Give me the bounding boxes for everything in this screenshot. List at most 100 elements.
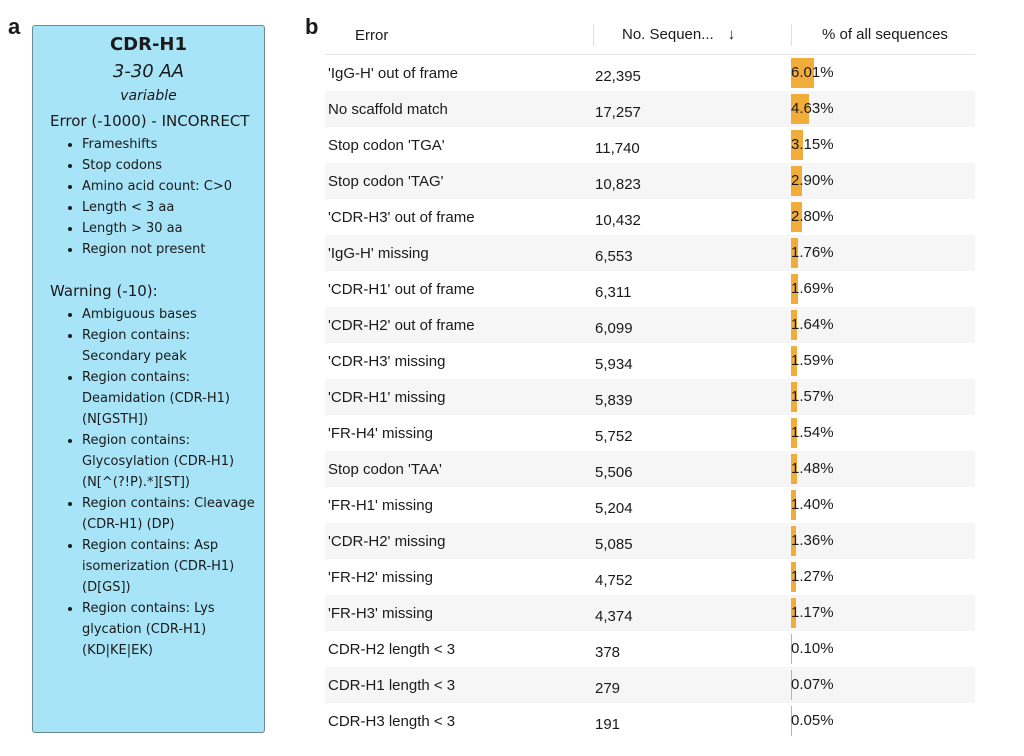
- table-row[interactable]: No scaffold match 17,257 4.63%: [325, 91, 975, 127]
- table-row[interactable]: 'FR-H1' missing 5,204 1.40%: [325, 487, 975, 523]
- percent-cell: 1.54%: [791, 415, 975, 451]
- error-cell: 'CDR-H3' missing: [328, 352, 446, 370]
- table-row[interactable]: 'IgG-H' out of frame 22,395 6.01%: [325, 55, 975, 91]
- count-cell: 6,553: [595, 247, 633, 265]
- percent-cell: 1.48%: [791, 451, 975, 487]
- count-cell: 11,740: [595, 139, 640, 157]
- count-cell: 191: [595, 715, 621, 733]
- percent-label: 1.69%: [791, 280, 834, 297]
- percent-bar: [791, 562, 796, 592]
- percent-label: 4.63%: [791, 100, 834, 117]
- error-cell: 'CDR-H3' out of frame: [328, 208, 475, 226]
- region-type: variable: [120, 88, 177, 104]
- count-cell: 22,395: [595, 67, 641, 85]
- count-cell: 6,311: [595, 283, 632, 301]
- table-row[interactable]: 'FR-H3' missing 4,374 1.17%: [325, 595, 975, 631]
- percent-bar: [791, 346, 798, 376]
- count-cell: 10,432: [595, 211, 641, 229]
- percent-label: 2.80%: [791, 208, 834, 225]
- table-row[interactable]: 'CDR-H3' missing 5,934 1.59%: [325, 343, 975, 379]
- table-row[interactable]: Stop codon 'TAA' 5,506 1.48%: [325, 451, 975, 487]
- error-cell: Stop codon 'TAG': [328, 172, 444, 190]
- table-row[interactable]: 'CDR-H1' out of frame 6,311 1.69%: [325, 271, 975, 307]
- percent-label: 1.36%: [791, 532, 834, 549]
- error-cell: Stop codon 'TAA': [328, 460, 442, 478]
- column-header-count-label: No. Sequen...: [622, 26, 714, 43]
- percent-cell: 4.63%: [791, 91, 975, 127]
- table-row[interactable]: 'CDR-H2' out of frame 6,099 1.64%: [325, 307, 975, 343]
- panel-letter-b: b: [305, 14, 319, 39]
- error-cell: 'IgG-H' out of frame: [328, 64, 458, 82]
- error-cell: 'FR-H2' missing: [328, 568, 433, 586]
- percent-cell: 1.76%: [791, 235, 975, 271]
- table-row[interactable]: 'IgG-H' missing 6,553 1.76%: [325, 235, 975, 271]
- percent-cell: 1.64%: [791, 307, 975, 343]
- table-row[interactable]: Stop codon 'TAG' 10,823 2.90%: [325, 163, 975, 199]
- error-rule-item: Length > 30 aa: [82, 218, 264, 239]
- table-row[interactable]: 'CDR-H2' missing 5,085 1.36%: [325, 523, 975, 559]
- percent-bar: [791, 670, 792, 700]
- percent-label: 6.01%: [791, 64, 834, 81]
- count-cell: 378: [595, 643, 621, 661]
- percent-label: 1.40%: [791, 496, 834, 513]
- percent-label: 1.48%: [791, 460, 834, 477]
- percent-bar: [791, 274, 798, 304]
- percent-cell: 6.01%: [791, 55, 975, 91]
- error-cell: 'FR-H3' missing: [328, 604, 433, 622]
- region-length-range: 3-30 AA: [112, 61, 185, 82]
- table-row[interactable]: 'FR-H2' missing 4,752 1.27%: [325, 559, 975, 595]
- percent-bar: [791, 58, 815, 88]
- warning-rule-item: Region contains: Cleavage (CDR-H1) (DP): [82, 493, 264, 535]
- percent-cell: 1.40%: [791, 487, 975, 523]
- percent-cell: 1.57%: [791, 379, 975, 415]
- warning-rule-item: Region contains: Secondary peak: [82, 325, 264, 367]
- table-row[interactable]: CDR-H1 length < 3 279 0.07%: [325, 667, 975, 703]
- percent-bar: [791, 310, 798, 340]
- warning-rule-item: Region contains: Asp isomerization (CDR-…: [82, 535, 264, 598]
- percent-bar: [791, 634, 792, 664]
- error-cell: 'CDR-H1' missing: [328, 388, 446, 406]
- percent-cell: 1.17%: [791, 595, 975, 631]
- count-cell: 5,752: [595, 427, 633, 445]
- percent-cell: 1.69%: [791, 271, 975, 307]
- percent-label: 0.07%: [791, 676, 834, 693]
- warning-rule-item: Region contains: Glycosylation (CDR-H1) …: [82, 430, 264, 493]
- column-header-count[interactable]: No. Sequen... ↓: [593, 24, 791, 46]
- table-row[interactable]: 'CDR-H3' out of frame 10,432 2.80%: [325, 199, 975, 235]
- percent-bar: [791, 202, 802, 232]
- percent-cell: 1.27%: [791, 559, 975, 595]
- region-title: CDR-H1: [109, 34, 188, 55]
- region-rules-card: CDR-H1 3-30 AA variable Error (-1000) - …: [32, 25, 265, 733]
- count-cell: 5,506: [595, 463, 633, 481]
- count-cell: 17,257: [595, 103, 641, 121]
- percent-cell: 0.07%: [791, 667, 975, 703]
- error-rule-item: Region not present: [82, 239, 264, 260]
- percent-bar: [791, 94, 810, 124]
- error-cell: 'CDR-H2' out of frame: [328, 316, 475, 334]
- percent-label: 1.57%: [791, 388, 834, 405]
- table-row[interactable]: Stop codon 'TGA' 11,740 3.15%: [325, 127, 975, 163]
- table-row[interactable]: 'CDR-H1' missing 5,839 1.57%: [325, 379, 975, 415]
- column-header-percent[interactable]: % of all sequences: [791, 24, 975, 46]
- percent-label: 0.10%: [791, 640, 834, 657]
- table-row[interactable]: CDR-H2 length < 3 378 0.10%: [325, 631, 975, 667]
- percent-cell: 2.80%: [791, 199, 975, 235]
- error-heading: Error (-1000) - INCORRECT: [50, 112, 250, 130]
- column-header-error[interactable]: Error: [355, 26, 389, 44]
- percent-cell: 1.59%: [791, 343, 975, 379]
- warning-rule-item: Region contains: Deamidation (CDR-H1) (N…: [82, 367, 264, 430]
- count-cell: 5,085: [595, 535, 633, 553]
- table-header: Error No. Sequen... ↓ % of all sequences: [325, 16, 975, 55]
- table-row[interactable]: 'FR-H4' missing 5,752 1.54%: [325, 415, 975, 451]
- sort-descending-icon[interactable]: ↓: [727, 26, 736, 43]
- error-rule-item: Amino acid count: C>0: [82, 176, 264, 197]
- percent-cell: 1.36%: [791, 523, 975, 559]
- error-cell: CDR-H3 length < 3: [328, 712, 456, 730]
- percent-cell: 0.10%: [791, 631, 975, 667]
- count-cell: 5,204: [595, 499, 633, 517]
- table-row[interactable]: CDR-H3 length < 3 191 0.05%: [325, 703, 975, 739]
- warning-rule-item: Region contains: Lys glycation (CDR-H1) …: [82, 598, 264, 661]
- percent-cell: 3.15%: [791, 127, 975, 163]
- percent-label: 1.59%: [791, 352, 834, 369]
- warning-rules-list: Ambiguous basesRegion contains: Secondar…: [33, 304, 264, 661]
